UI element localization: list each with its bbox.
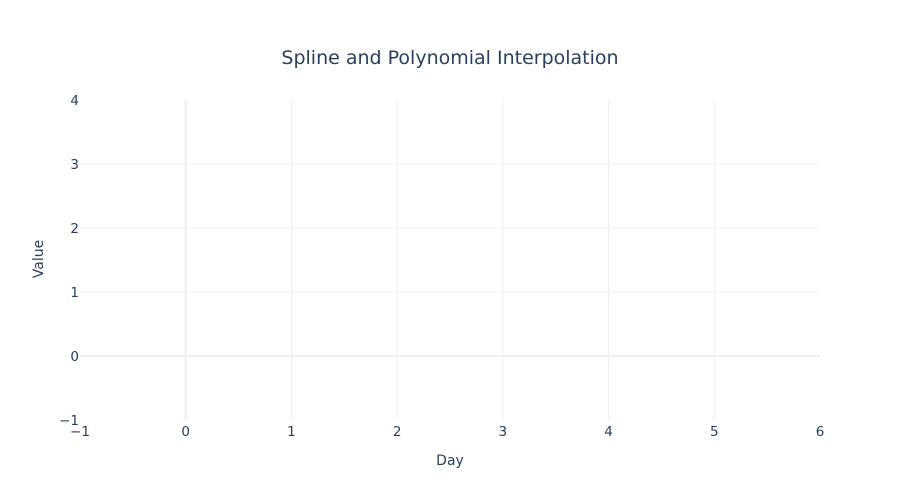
x-axis-title: Day: [436, 453, 464, 469]
y-axis-title: Value: [31, 240, 47, 278]
y-tick-label: −1: [59, 413, 79, 429]
y-tick-label: 4: [70, 93, 79, 109]
x-tick-label: −1: [70, 424, 90, 440]
x-tick-label: 0: [181, 424, 190, 440]
x-tick-label: 4: [604, 424, 613, 440]
x-tick-label: 3: [499, 424, 508, 440]
x-tick-label: 6: [816, 424, 825, 440]
chart-title: Spline and Polynomial Interpolation: [281, 47, 618, 69]
zeroline-layer: [80, 100, 820, 420]
y-tick-labels: −1 0 1 2 3 4: [59, 93, 79, 429]
x-tick-labels: −1 0 1 2 3 4 5 6: [70, 424, 824, 440]
y-tick-label: 2: [70, 221, 79, 237]
x-tick-label: 5: [710, 424, 719, 440]
y-tick-label: 1: [70, 285, 79, 301]
y-tick-label: 0: [70, 349, 79, 365]
y-tick-label: 3: [70, 157, 79, 173]
x-tick-label: 2: [393, 424, 402, 440]
x-tick-label: 1: [287, 424, 296, 440]
